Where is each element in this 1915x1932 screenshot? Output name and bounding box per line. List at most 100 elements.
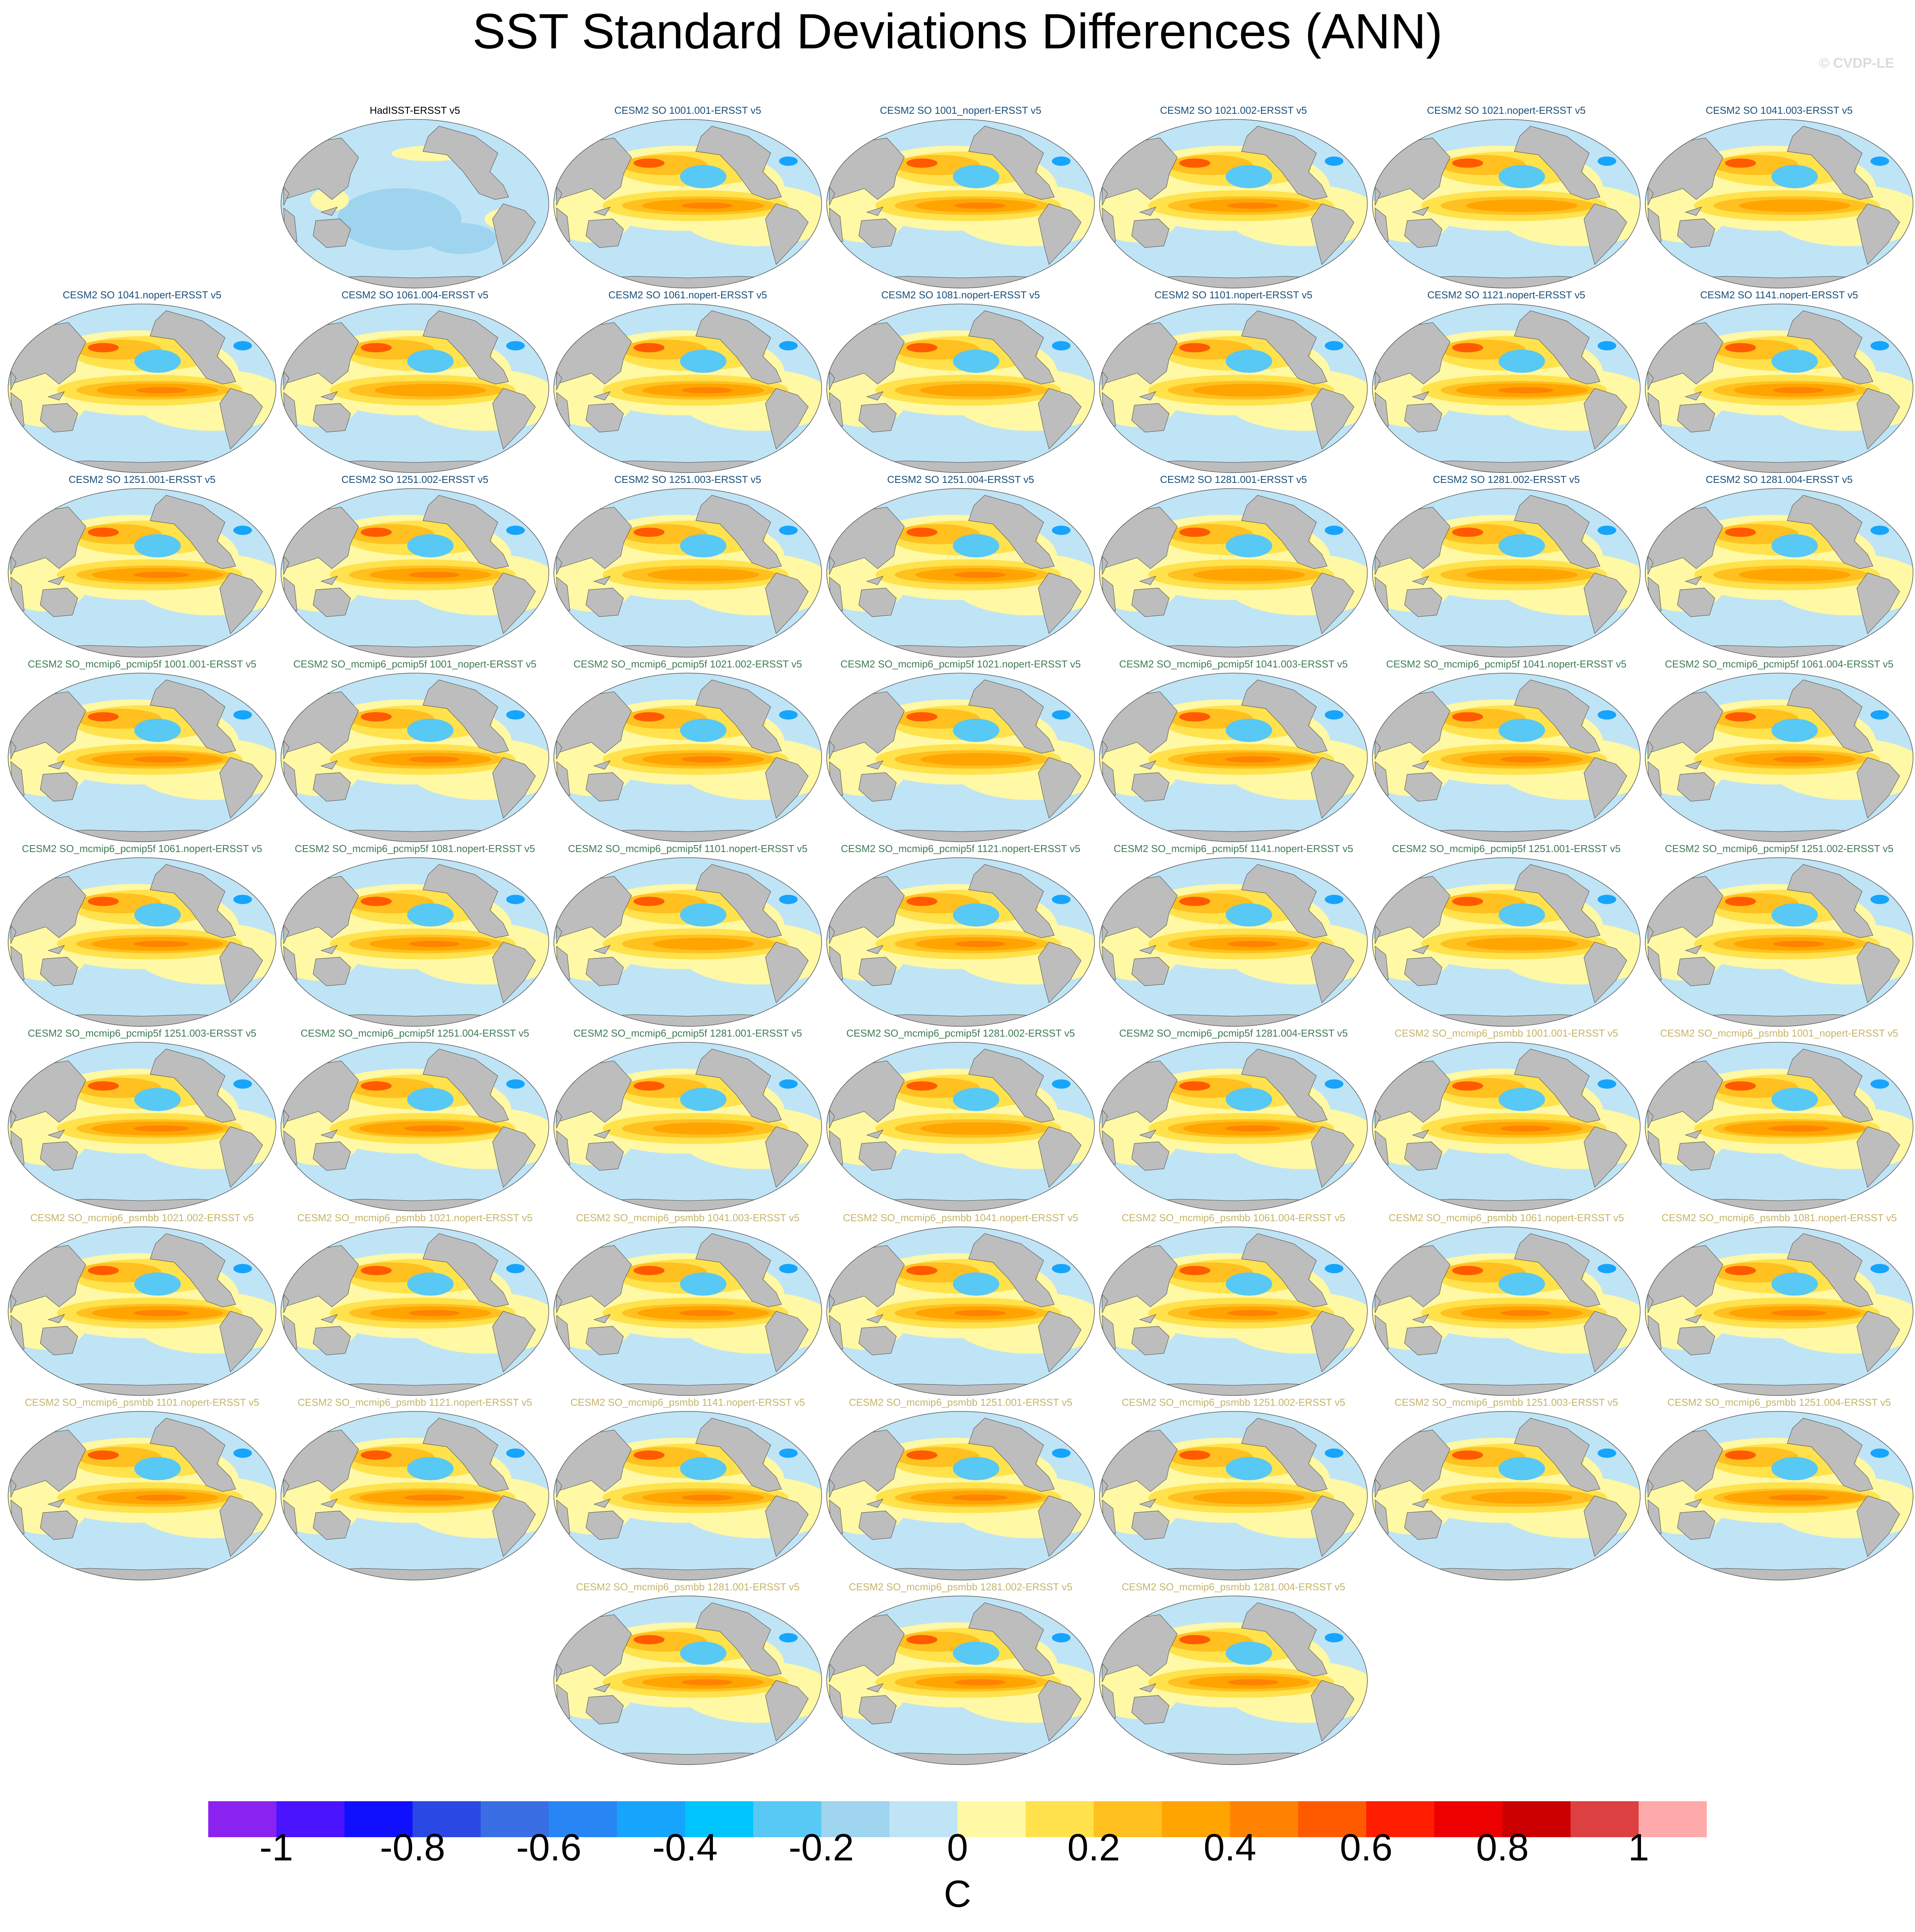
panel-title: CESM2 SO_mcmip6_pcmip5f 1061.004-ERSST v… <box>1665 658 1894 670</box>
panel-title: CESM2 SO_mcmip6_psmbb 1251.002-ERSST v5 <box>1122 1396 1345 1408</box>
panel-title: CESM2 SO_mcmip6_pcmip5f 1061.nopert-ERSS… <box>22 843 262 854</box>
sst-map <box>1372 857 1641 1027</box>
colorbar-units: C <box>944 1872 971 1915</box>
sst-map <box>281 673 549 842</box>
colorbar-tick-label: 0.8 <box>1476 1826 1529 1869</box>
panel-title: CESM2 SO_mcmip6_pcmip5f 1041.nopert-ERSS… <box>1386 658 1627 670</box>
panel-title: CESM2 SO_mcmip6_pcmip5f 1081.nopert-ERSS… <box>295 843 535 854</box>
map-panel: CESM2 SO 1061.nopert-ERSST v5 <box>551 289 824 474</box>
sst-map <box>281 303 549 473</box>
panel-title: CESM2 SO 1021.nopert-ERSST v5 <box>1427 104 1586 116</box>
map-panel: CESM2 SO_mcmip6_psmbb 1251.002-ERSST v5 <box>1097 1396 1370 1582</box>
map-panel: CESM2 SO_mcmip6_pcmip5f 1021.nopert-ERSS… <box>824 658 1097 844</box>
map-panel: CESM2 SO 1041.nopert-ERSST v5 <box>5 289 279 474</box>
panel-title: CESM2 SO_mcmip6_pcmip5f 1041.003-ERSST v… <box>1119 658 1348 670</box>
colorbar-tick-label: 0 <box>947 1826 968 1869</box>
map-panel: CESM2 SO_mcmip6_psmbb 1281.002-ERSST v5 <box>824 1581 1097 1766</box>
map-panel: CESM2 SO_mcmip6_pcmip5f 1061.nopert-ERSS… <box>5 843 279 1028</box>
colorbar-swatch <box>753 1801 822 1837</box>
colorbar-swatch <box>1026 1801 1094 1837</box>
map-panel: CESM2 SO 1021.002-ERSST v5 <box>1097 104 1370 290</box>
panel-title: CESM2 SO_mcmip6_pcmip5f 1251.003-ERSST v… <box>27 1027 257 1039</box>
panel-title: CESM2 SO 1101.nopert-ERSST v5 <box>1154 289 1312 301</box>
sst-map <box>281 1411 549 1581</box>
map-panel: CESM2 SO 1121.nopert-ERSST v5 <box>1370 289 1643 474</box>
panel-title: CESM2 SO_mcmip6_psmbb 1041.003-ERSST v5 <box>576 1212 800 1224</box>
sst-map <box>8 857 276 1027</box>
panel-title: CESM2 SO_mcmip6_pcmip5f 1001.001-ERSST v… <box>27 658 257 670</box>
sst-map <box>826 1411 1095 1581</box>
map-panel: CESM2 SO 1251.001-ERSST v5 <box>5 474 279 659</box>
map-panel: CESM2 SO 1041.003-ERSST v5 <box>1643 104 1915 290</box>
panel-title: CESM2 SO_mcmip6_pcmip5f 1281.002-ERSST v… <box>846 1027 1075 1039</box>
map-panel: CESM2 SO_mcmip6_psmbb 1281.004-ERSST v5 <box>1097 1581 1370 1766</box>
sst-map <box>553 488 822 658</box>
colorbar-swatch <box>958 1801 1026 1837</box>
map-panel: CESM2 SO_mcmip6_pcmip5f 1041.003-ERSST v… <box>1097 658 1370 844</box>
map-panel: CESM2 SO_mcmip6_pcmip5f 1251.002-ERSST v… <box>1643 843 1915 1028</box>
colorbar-tick-label: 0.2 <box>1067 1826 1120 1869</box>
sst-map <box>281 1226 549 1396</box>
map-panel: CESM2 SO_mcmip6_pcmip5f 1021.002-ERSST v… <box>551 658 824 844</box>
panel-title: CESM2 SO 1081.nopert-ERSST v5 <box>881 289 1040 301</box>
map-panel: CESM2 SO_mcmip6_psmbb 1251.003-ERSST v5 <box>1370 1396 1643 1582</box>
colorbar-swatch <box>685 1801 754 1837</box>
sst-map <box>8 303 276 473</box>
colorbar-swatch <box>1230 1801 1298 1837</box>
sst-map <box>1099 1595 1368 1765</box>
panel-title: CESM2 SO_mcmip6_pcmip5f 1021.002-ERSST v… <box>573 658 802 670</box>
sst-map <box>8 1042 276 1212</box>
colorbar-swatch <box>413 1801 481 1837</box>
map-panel: CESM2 SO_mcmip6_psmbb 1121.nopert-ERSST … <box>278 1396 552 1582</box>
panel-title: HadISST-ERSST v5 <box>370 104 460 116</box>
map-panel: CESM2 SO_mcmip6_pcmip5f 1281.004-ERSST v… <box>1097 1027 1370 1213</box>
map-panel: CESM2 SO 1001.001-ERSST v5 <box>551 104 824 290</box>
map-panel: CESM2 SO_mcmip6_psmbb 1101.nopert-ERSST … <box>5 1396 279 1582</box>
map-panel: CESM2 SO_mcmip6_pcmip5f 1141.nopert-ERSS… <box>1097 843 1370 1028</box>
panel-title: CESM2 SO_mcmip6_psmbb 1101.nopert-ERSST … <box>25 1396 259 1408</box>
sst-map <box>1099 1042 1368 1212</box>
sst-map <box>1099 488 1368 658</box>
sst-map <box>1645 119 1913 289</box>
map-panel: HadISST-ERSST v5 <box>278 104 552 290</box>
panel-title: CESM2 SO_mcmip6_pcmip5f 1251.001-ERSST v… <box>1392 843 1621 854</box>
panel-title: CESM2 SO_mcmip6_psmbb 1281.002-ERSST v5 <box>849 1581 1072 1593</box>
sst-map <box>553 303 822 473</box>
sst-map <box>1372 488 1641 658</box>
map-panel: CESM2 SO_mcmip6_psmbb 1251.001-ERSST v5 <box>824 1396 1097 1582</box>
panel-title: CESM2 SO 1251.004-ERSST v5 <box>887 474 1034 485</box>
colorbar-tick-label: -0.4 <box>652 1826 718 1869</box>
map-panel: CESM2 SO_mcmip6_psmbb 1251.004-ERSST v5 <box>1643 1396 1915 1582</box>
colorbar-tick-label: 0.6 <box>1339 1826 1393 1869</box>
panel-title: CESM2 SO_mcmip6_pcmip5f 1141.nopert-ERSS… <box>1113 843 1353 854</box>
colorbar-tick-label: -0.2 <box>788 1826 854 1869</box>
panel-title: CESM2 SO_mcmip6_psmbb 1121.nopert-ERSST … <box>298 1396 532 1408</box>
panel-title: CESM2 SO 1121.nopert-ERSST v5 <box>1427 289 1585 301</box>
sst-map <box>1099 119 1368 289</box>
panel-title: CESM2 SO 1061.nopert-ERSST v5 <box>608 289 767 301</box>
map-panel: CESM2 SO_mcmip6_psmbb 1281.001-ERSST v5 <box>551 1581 824 1766</box>
sst-map <box>826 1042 1095 1212</box>
sst-map <box>1645 1226 1913 1396</box>
colorbar-swatch <box>1639 1801 1707 1837</box>
sst-map <box>1372 119 1641 289</box>
panel-title: CESM2 SO 1001_nopert-ERSST v5 <box>880 104 1041 116</box>
sst-map <box>1645 488 1913 658</box>
panel-title: CESM2 SO_mcmip6_psmbb 1001.001-ERSST v5 <box>1394 1027 1618 1039</box>
map-panel: CESM2 SO_mcmip6_psmbb 1061.nopert-ERSST … <box>1370 1212 1643 1397</box>
map-panel: CESM2 SO_mcmip6_pcmip5f 1081.nopert-ERSS… <box>278 843 552 1028</box>
sst-map <box>281 1042 549 1212</box>
map-panel: CESM2 SO_mcmip6_psmbb 1001.001-ERSST v5 <box>1370 1027 1643 1213</box>
credit-label: © CVDP-LE <box>1819 55 1894 71</box>
colorbar-tick-label: 1 <box>1628 1826 1650 1869</box>
sst-map <box>1099 303 1368 473</box>
map-panel: CESM2 SO_mcmip6_pcmip5f 1001_nopert-ERSS… <box>278 658 552 844</box>
panel-title: CESM2 SO 1001.001-ERSST v5 <box>614 104 761 116</box>
colorbar-tick-label: -0.6 <box>516 1826 582 1869</box>
colorbar-swatch <box>617 1801 685 1837</box>
map-panel: CESM2 SO 1281.001-ERSST v5 <box>1097 474 1370 659</box>
sst-map <box>553 857 822 1027</box>
sst-map <box>8 673 276 842</box>
panel-title: CESM2 SO_mcmip6_psmbb 1081.nopert-ERSST … <box>1661 1212 1897 1224</box>
